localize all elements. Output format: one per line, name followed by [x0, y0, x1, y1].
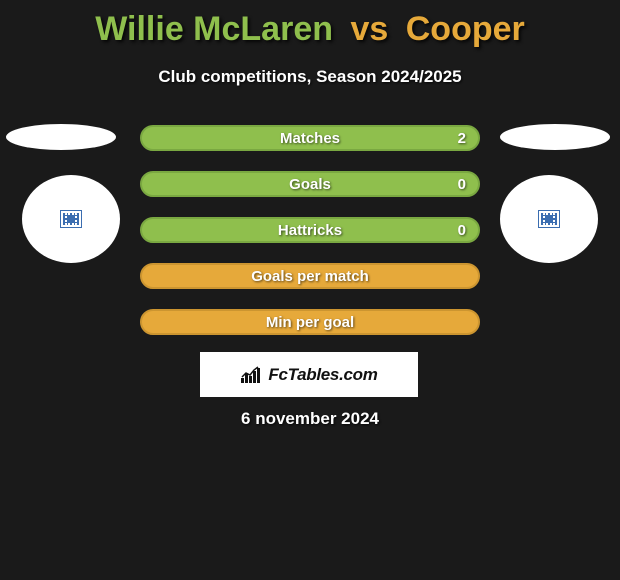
date-label: 6 november 2024: [0, 409, 620, 429]
stat-row-hattricks: Hattricks 0: [140, 217, 480, 243]
stat-label: Goals: [289, 176, 331, 193]
player2-name: Cooper: [406, 10, 525, 48]
vs-label: vs: [350, 10, 388, 48]
stat-label: Min per goal: [266, 314, 354, 331]
stat-label: Goals per match: [251, 268, 369, 285]
comparison-title: Willie McLaren vs Cooper: [0, 0, 620, 49]
bars-icon: [240, 366, 262, 384]
player1-name: Willie McLaren: [95, 10, 333, 48]
fctables-logo: FcTables.com: [200, 352, 418, 397]
stat-value: 0: [458, 176, 466, 193]
stat-row-goals: Goals 0: [140, 171, 480, 197]
stats-bars: Matches 2 Goals 0 Hattricks 0 Goals per …: [140, 125, 480, 355]
stat-value: 0: [458, 222, 466, 239]
stat-row-matches: Matches 2: [140, 125, 480, 151]
stat-value: 2: [458, 130, 466, 147]
player1-badge: [22, 175, 120, 263]
subtitle: Club competitions, Season 2024/2025: [0, 67, 620, 87]
player2-badge: [500, 175, 598, 263]
stat-label: Hattricks: [278, 222, 342, 239]
logo-text: FcTables.com: [268, 365, 377, 385]
stat-label: Matches: [280, 130, 340, 147]
player1-ellipse: [6, 124, 116, 150]
placeholder-icon: [61, 211, 81, 227]
player2-ellipse: [500, 124, 610, 150]
stat-row-goals-per-match: Goals per match: [140, 263, 480, 289]
placeholder-icon: [539, 211, 559, 227]
stat-row-min-per-goal: Min per goal: [140, 309, 480, 335]
